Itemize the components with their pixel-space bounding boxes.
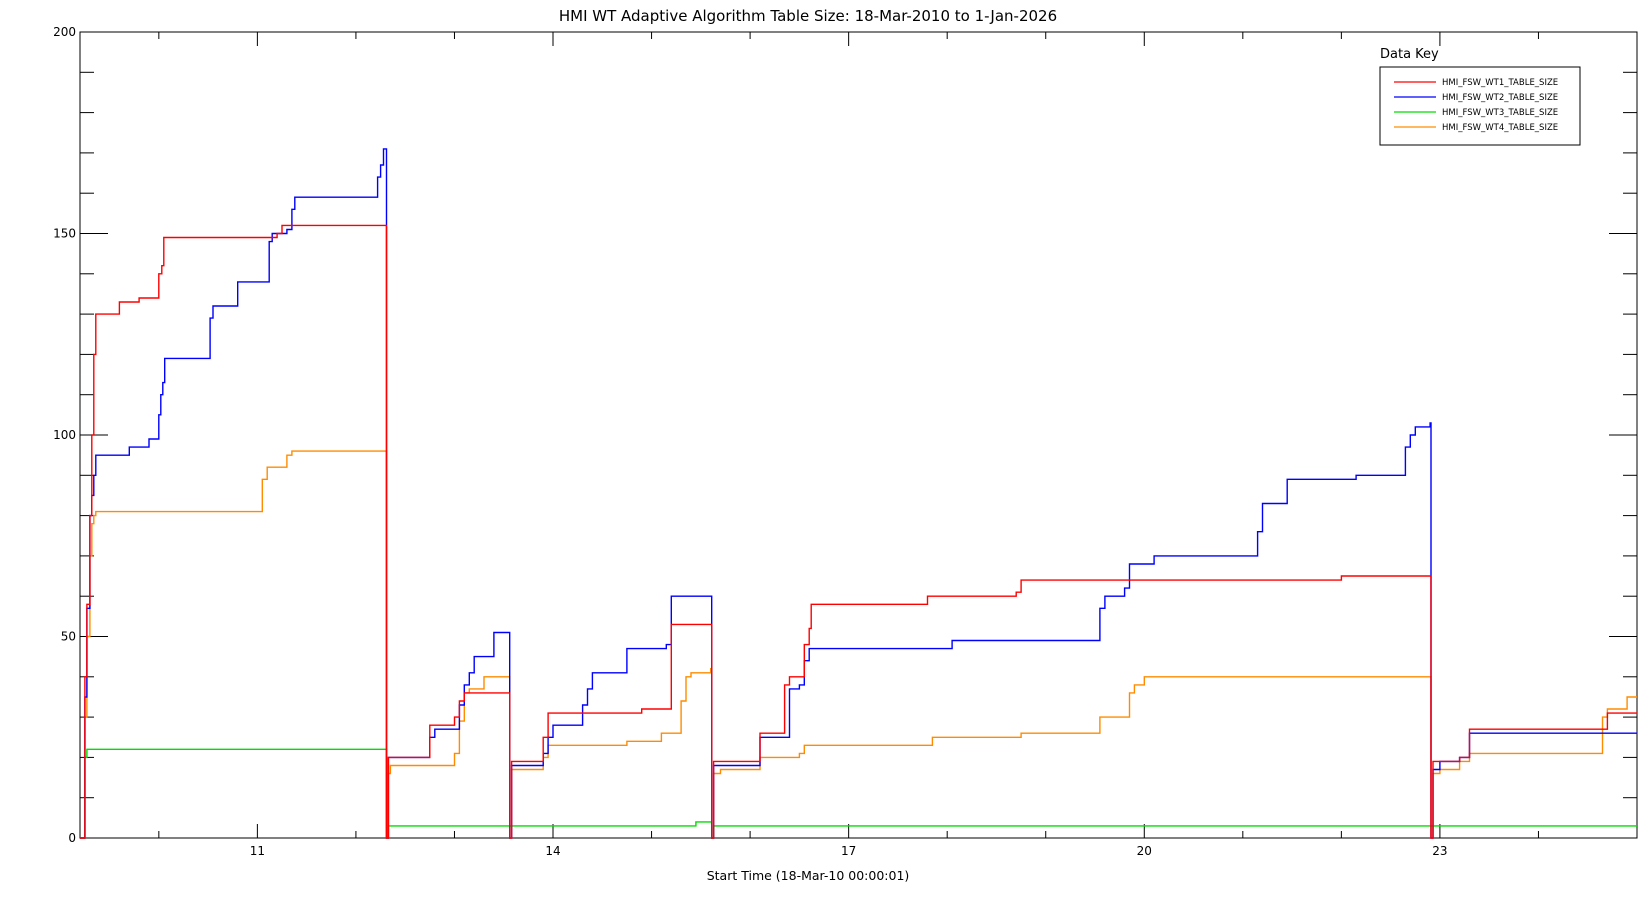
legend-title: Data Key xyxy=(1380,47,1439,62)
series-lines xyxy=(80,148,1637,839)
legend: Data Key HMI_FSW_WT1_TABLE_SIZEHMI_FSW_W… xyxy=(1379,47,1581,146)
series-line-2 xyxy=(80,148,1637,839)
y-tick-label: 150 xyxy=(53,227,76,241)
legend-label: HMI_FSW_WT1_TABLE_SIZE xyxy=(1442,78,1558,88)
axis-ticks xyxy=(80,31,1638,839)
plot-frame xyxy=(79,31,1638,839)
legend-items: HMI_FSW_WT1_TABLE_SIZE HMI_FSW_WT2_TABLE_… xyxy=(1394,78,1558,133)
chart-title: HMI WT Adaptive Algorithm Table Size: 18… xyxy=(559,7,1057,25)
y-tick-label: 50 xyxy=(61,630,76,644)
series-line-3 xyxy=(80,748,1637,839)
x-tick-label: 17 xyxy=(841,844,856,858)
legend-label: HMI_FSW_WT4_TABLE_SIZE xyxy=(1442,123,1558,133)
x-tick-label: 11 xyxy=(250,844,265,858)
legend-box xyxy=(1379,66,1581,146)
x-tick-label: 20 xyxy=(1137,844,1152,858)
x-tick-label: 14 xyxy=(545,844,560,858)
legend-label: HMI_FSW_WT3_TABLE_SIZE xyxy=(1442,108,1558,118)
series-line-1 xyxy=(80,224,1637,839)
y-tick-label: 200 xyxy=(53,25,76,39)
y-tick-label: 0 xyxy=(68,831,76,845)
x-tick-label: 23 xyxy=(1432,844,1447,858)
legend-label: HMI_FSW_WT2_TABLE_SIZE xyxy=(1442,93,1558,103)
y-tick-label: 100 xyxy=(53,428,76,442)
series-line-4 xyxy=(80,450,1637,839)
axis-tick-labels: 11 14 17 20 23 0 50 100 150 200 xyxy=(53,25,1447,858)
x-axis-title: Start Time (18-Mar-10 00:00:01) xyxy=(707,868,910,883)
plot-area-border xyxy=(79,31,1638,839)
